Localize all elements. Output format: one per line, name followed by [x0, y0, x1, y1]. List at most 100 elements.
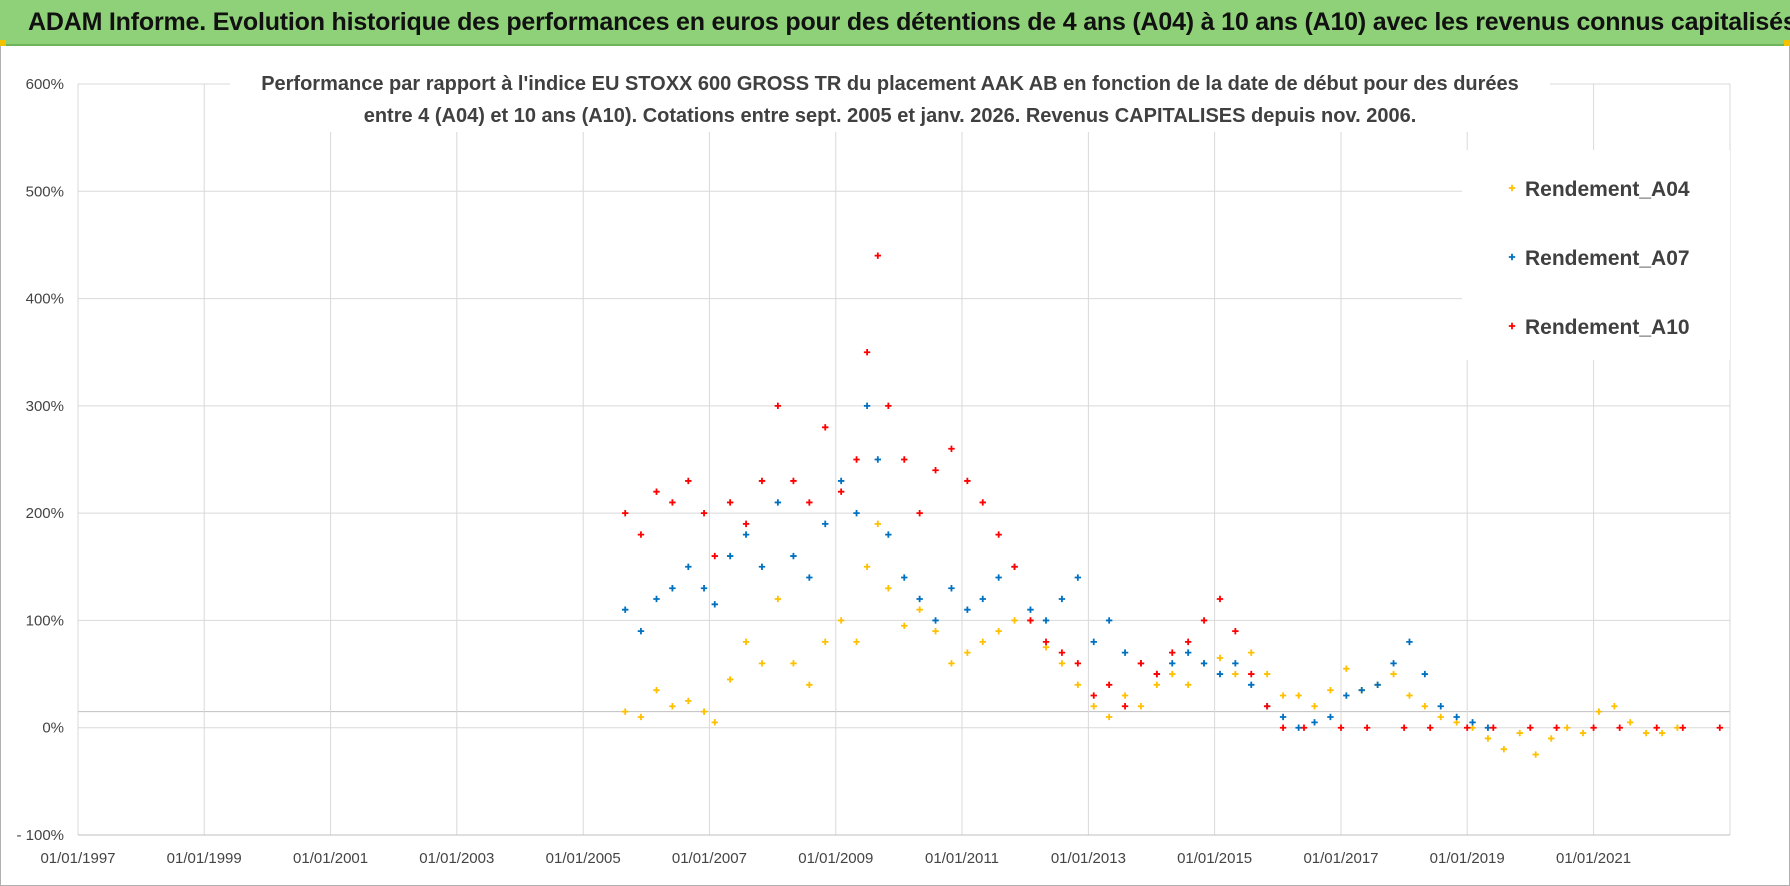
data-point — [995, 531, 1002, 538]
data-point — [1484, 735, 1492, 742]
data-point — [885, 585, 892, 592]
data-point — [1248, 681, 1255, 688]
data-point — [822, 638, 829, 646]
data-point — [669, 499, 676, 506]
data-point — [1058, 595, 1066, 603]
data-point — [700, 509, 708, 517]
data-point — [1169, 660, 1176, 667]
data-point — [1121, 649, 1129, 656]
data-point — [1343, 665, 1350, 672]
data-point — [1137, 660, 1145, 667]
data-point — [1248, 670, 1255, 678]
data-point — [711, 601, 718, 608]
data-point — [1616, 724, 1623, 731]
data-point — [863, 349, 871, 356]
data-point — [1232, 627, 1239, 635]
data-point — [1279, 692, 1287, 699]
data-point — [790, 477, 797, 485]
data-point — [916, 606, 923, 613]
data-point — [1216, 595, 1224, 603]
data-point — [1674, 724, 1681, 731]
data-point — [1090, 703, 1097, 710]
data-point — [1437, 703, 1444, 710]
data-point — [863, 563, 871, 570]
data-point — [1527, 724, 1534, 731]
data-point — [622, 509, 629, 517]
data-point — [874, 252, 882, 259]
x-tick-label: 01/01/2003 — [419, 850, 494, 867]
data-point — [806, 681, 813, 688]
x-tick-label: 01/01/2001 — [293, 850, 368, 867]
data-point — [1453, 719, 1460, 726]
data-point — [1343, 692, 1350, 699]
data-point — [1090, 692, 1097, 699]
chart-grid — [77, 83, 1731, 836]
data-point — [774, 499, 782, 506]
data-point — [901, 622, 908, 629]
data-point — [885, 531, 892, 538]
data-point — [1464, 724, 1471, 731]
data-point — [1169, 670, 1176, 678]
y-axis-tick-labels: - 100% 0% 100% 200% 300% 400% 500% 600% — [16, 76, 64, 844]
legend-background — [1462, 150, 1730, 360]
data-point — [1121, 692, 1129, 699]
data-point — [863, 402, 871, 410]
data-point — [758, 477, 766, 485]
data-point — [1232, 660, 1239, 667]
data-point — [637, 531, 645, 538]
data-point — [669, 585, 676, 592]
data-point — [1279, 724, 1287, 731]
data-point — [979, 595, 986, 603]
data-point — [979, 638, 986, 646]
data-point — [1295, 724, 1302, 731]
data-point — [1400, 724, 1408, 731]
data-point — [1500, 745, 1508, 753]
x-tick-label: 01/01/2017 — [1303, 850, 1378, 867]
data-point — [685, 477, 692, 485]
data-point — [874, 520, 882, 528]
chart-subtitle-line-2: entre 4 (A04) et 10 ans (A10). Cotations… — [364, 105, 1417, 127]
data-point — [1653, 724, 1660, 731]
data-point — [1011, 617, 1018, 624]
x-tick-label: 01/01/2009 — [798, 850, 873, 867]
data-point — [1105, 713, 1113, 721]
data-point — [726, 552, 734, 560]
data-point — [822, 520, 829, 528]
data-point — [685, 697, 692, 705]
data-point — [874, 456, 882, 463]
data-point — [1042, 644, 1050, 651]
data-point — [1295, 692, 1302, 699]
data-point — [1074, 574, 1082, 581]
data-point — [1058, 660, 1066, 667]
data-point — [1716, 724, 1723, 731]
x-tick-label: 01/01/2007 — [672, 850, 747, 867]
data-point — [964, 606, 971, 613]
y-tick-label: 600% — [26, 76, 64, 93]
data-point — [1563, 724, 1571, 731]
data-point — [1611, 703, 1618, 710]
data-point — [916, 595, 923, 603]
data-point — [1311, 703, 1318, 710]
data-point — [837, 488, 845, 495]
data-point — [995, 627, 1002, 635]
data-point — [711, 552, 718, 560]
data-point — [932, 467, 939, 474]
data-point — [1406, 638, 1413, 646]
x-tick-label: 01/01/1999 — [167, 850, 242, 867]
data-point — [1390, 660, 1397, 667]
data-point — [1437, 713, 1444, 721]
data-point — [1200, 660, 1208, 667]
data-point — [685, 563, 692, 570]
data-point — [1374, 681, 1381, 688]
data-point — [1327, 713, 1334, 721]
y-tick-label: - 100% — [16, 827, 64, 844]
data-point — [1027, 606, 1034, 613]
data-point — [1490, 724, 1497, 731]
data-point — [742, 638, 750, 646]
x-tick-label: 01/01/2013 — [1051, 850, 1126, 867]
data-point — [774, 402, 782, 410]
data-point — [1263, 670, 1271, 678]
data-point — [1532, 751, 1539, 758]
data-point — [837, 617, 845, 624]
